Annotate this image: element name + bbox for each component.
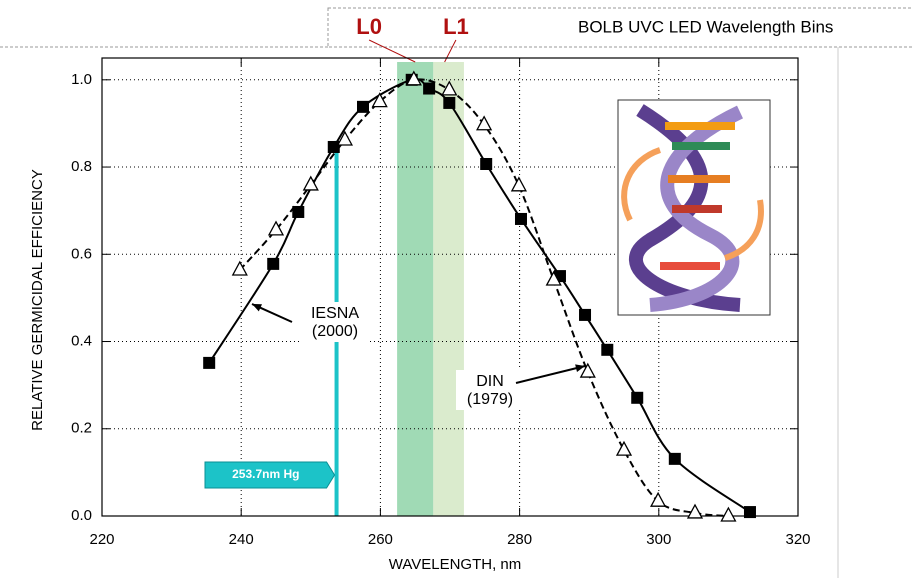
arrow-head [252, 304, 262, 312]
banner-box [327, 7, 912, 48]
triangle-marker [336, 130, 353, 146]
wavelength-bin [397, 62, 434, 516]
triangle-marker [720, 506, 737, 522]
bin-pointer [368, 39, 416, 63]
triangle-marker [231, 260, 248, 276]
triangle-marker [510, 176, 527, 192]
square-marker [631, 391, 644, 404]
marks-layer: L0 L1 0.0 0.2 0.4 0.6 0.8 1.0 220 240 260 280 300 320… [71, 14, 810, 548]
hg-tag [204, 461, 336, 489]
bin-pointer [444, 39, 457, 63]
y-tick-label: 0.4 [71, 332, 92, 349]
square-marker [443, 96, 456, 109]
dna-image [617, 99, 771, 316]
y-tick-label: 1.0 [71, 71, 92, 88]
square-marker [601, 343, 614, 356]
triangle-marker [476, 115, 493, 131]
annotation-bg [456, 370, 524, 410]
y-tick-label: 0.2 [71, 420, 92, 437]
square-marker [357, 100, 369, 113]
annotation-bg [301, 302, 369, 342]
triangle-marker [441, 80, 458, 96]
x-axis-label: WAVELENGTH, nm [389, 556, 522, 573]
series-annotation: DIN [476, 373, 504, 390]
x-tick-label: 280 [507, 531, 532, 548]
square-marker [327, 140, 340, 153]
y-tick-label: 0.0 [71, 507, 92, 524]
x-tick-label: 240 [229, 531, 254, 548]
x-tick-label: 260 [368, 531, 393, 548]
x-tick-label: 320 [785, 531, 810, 548]
triangle-marker [650, 491, 667, 507]
series-annotation: IESNA [311, 305, 359, 322]
y-axis-label: RELATIVE GERMICIDAL EFFICIENCY [29, 169, 46, 431]
square-marker [514, 212, 527, 225]
hg-label: 253.7nm Hg [232, 467, 299, 481]
square-marker [203, 356, 216, 369]
x-tick-label: 300 [646, 531, 671, 548]
wavelength-bin [433, 62, 464, 516]
triangle-marker [405, 70, 422, 86]
square-marker [423, 82, 436, 95]
bin-label: L1 [443, 14, 469, 39]
plot-frame [101, 57, 799, 517]
square-marker [292, 205, 305, 218]
curve [239, 78, 729, 517]
triangle-marker [579, 362, 596, 378]
square-marker [668, 452, 681, 465]
arrow-head [575, 364, 585, 372]
triangle-marker [371, 92, 388, 108]
x-tick-label: 220 [89, 531, 114, 548]
curve [208, 78, 751, 513]
banner: BOLB UVC LED Wavelength Bins [578, 17, 833, 36]
y-tick-label: 0.6 [71, 245, 92, 262]
square-marker [743, 506, 756, 519]
triangle-marker [302, 175, 319, 191]
square-marker [579, 308, 592, 321]
triangle-marker [686, 503, 704, 519]
series-annotation: (2000) [312, 323, 358, 340]
square-marker [480, 157, 493, 170]
triangle-marker [545, 270, 562, 286]
bin-label: L0 [356, 14, 382, 39]
annotation-arrow [515, 365, 586, 384]
triangle-marker [615, 440, 633, 456]
triangle-marker [267, 220, 285, 236]
y-tick-label: 0.8 [71, 158, 92, 175]
series-annotation: (1979) [467, 391, 513, 408]
square-marker [267, 257, 280, 270]
